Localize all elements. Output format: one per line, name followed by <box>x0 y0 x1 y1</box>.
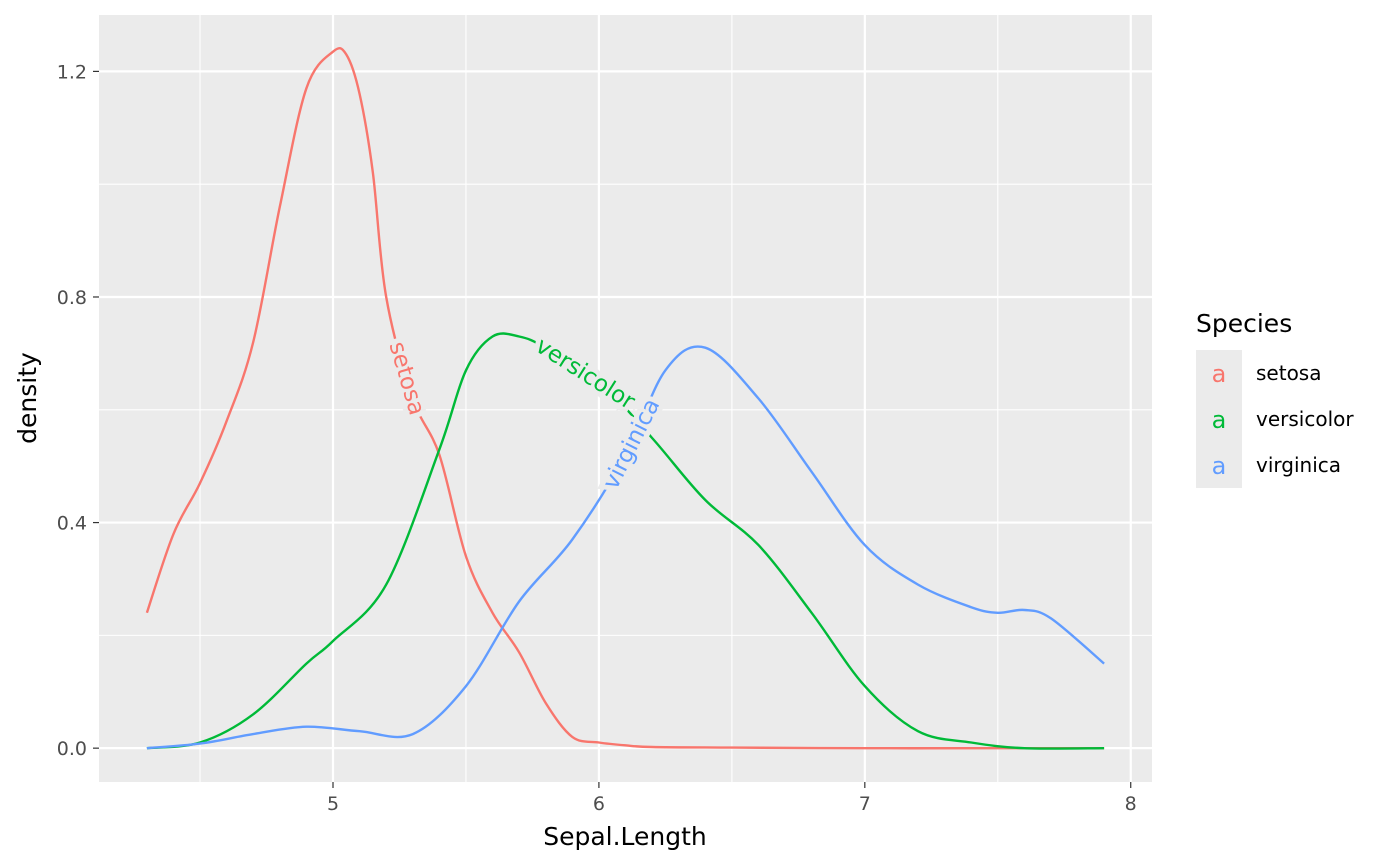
y-tick-label: 1.2 <box>57 61 87 83</box>
density-line-virginica <box>146 345 1105 750</box>
legend-entries: a setosa a versicolor a virginica <box>1212 360 1355 480</box>
y-tick-label: 0.4 <box>57 513 87 535</box>
y-axis-title: density <box>13 352 42 444</box>
legend-label-virginica: virginica <box>1256 453 1341 477</box>
x-tick-label: 5 <box>327 793 339 815</box>
legend-key-glyph: a <box>1212 360 1227 388</box>
x-tick-label: 6 <box>593 793 605 815</box>
legend: Species a setosa a versicolor a virginica <box>1196 309 1354 488</box>
legend-key-glyph: a <box>1212 452 1227 480</box>
legend-title: Species <box>1196 309 1292 338</box>
x-axis-title: Sepal.Length <box>543 822 707 851</box>
legend-label-setosa: setosa <box>1256 361 1321 385</box>
x-axis: 5 6 7 8 <box>327 782 1137 815</box>
x-tick-label: 7 <box>859 793 871 815</box>
density-line-setosa <box>145 47 1105 750</box>
y-tick-label: 0.8 <box>57 287 87 309</box>
legend-key-glyph: a <box>1212 406 1227 434</box>
panel-background <box>99 15 1152 782</box>
density-line-versicolor <box>146 332 1105 750</box>
legend-keys-background <box>1196 350 1242 488</box>
legend-label-versicolor: versicolor <box>1256 407 1354 431</box>
x-tick-label: 8 <box>1125 793 1137 815</box>
y-axis: 0.0 0.4 0.8 1.2 <box>57 61 99 760</box>
y-tick-label: 0.0 <box>57 738 87 760</box>
series-layer <box>145 47 1105 750</box>
